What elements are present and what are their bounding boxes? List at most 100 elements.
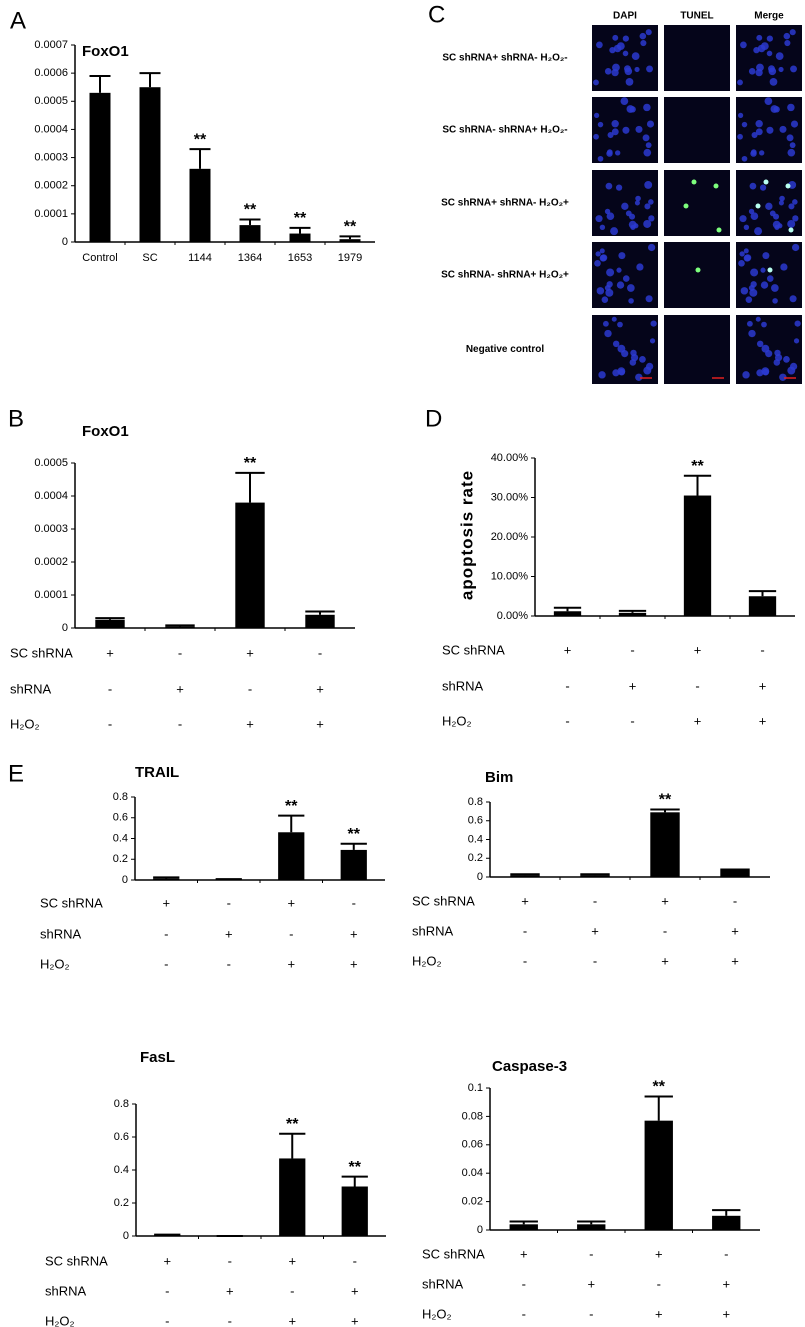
x-tick-label: Control (82, 252, 117, 264)
tunel-signal (691, 179, 697, 185)
nucleus (634, 200, 640, 206)
significance-mark: ** (348, 826, 361, 843)
condition-sign: + (731, 953, 739, 968)
y-tick-label: 0 (477, 871, 483, 883)
condition-sign: + (629, 678, 637, 693)
significance-mark: ** (244, 455, 257, 472)
significance-mark: ** (285, 798, 298, 815)
nucleus (616, 281, 625, 289)
nucleus (612, 63, 620, 72)
condition-sign: - (657, 1276, 661, 1291)
nucleus (768, 67, 777, 76)
condition-sign: + (163, 1253, 171, 1268)
nucleus (749, 182, 757, 190)
nucleus (764, 97, 773, 106)
bar (189, 168, 211, 242)
condition-sign: + (288, 1253, 296, 1268)
condition-sign: + (287, 956, 295, 971)
condition-sign: - (630, 642, 634, 657)
significance-mark: ** (349, 1159, 362, 1176)
condition-name: H₂O₂ (45, 1313, 75, 1327)
nucleus (645, 295, 653, 303)
bar (279, 1158, 306, 1236)
panel-letter: A (10, 7, 26, 34)
condition-sign: + (316, 681, 324, 696)
bar (553, 611, 582, 616)
row-label: Negative control (466, 344, 545, 355)
y-tick-label: 0.0003 (34, 523, 68, 535)
condition-sign: - (228, 1313, 232, 1327)
nucleus (766, 275, 774, 282)
nucleus (607, 132, 614, 139)
bar (153, 878, 180, 880)
condition-sign: - (724, 1246, 728, 1261)
x-tick-label: 1144 (188, 252, 212, 264)
y-tick-label: 0 (477, 1224, 483, 1236)
condition-name: H₂O₂ (442, 713, 472, 728)
y-tick-label: 0.0001 (34, 208, 68, 220)
nucleus (750, 212, 759, 221)
condition-sign: + (287, 895, 295, 910)
nucleus (792, 215, 799, 222)
nucleus (621, 202, 629, 210)
condition-sign: - (593, 953, 597, 968)
y-tick-label: 0.0001 (34, 589, 68, 601)
y-tick-label: 0.6 (114, 1131, 129, 1143)
y-tick-label: 0.8 (468, 796, 483, 808)
nucleus (599, 224, 606, 230)
nucleus (605, 288, 614, 297)
y-tick-label: 0.02 (462, 1196, 483, 1208)
nucleus (618, 368, 626, 376)
y-axis-label: apoptosis rate (457, 470, 476, 600)
nucleus (643, 148, 652, 157)
nucleus (615, 150, 621, 156)
condition-sign: + (350, 926, 358, 941)
nucleus (791, 243, 800, 252)
nucleus (783, 32, 791, 40)
nucleus (606, 149, 613, 156)
y-tick-label: 0.8 (114, 1098, 129, 1110)
nucleus (790, 65, 798, 73)
bar (341, 1186, 368, 1236)
nucleus (740, 41, 747, 49)
nucleus (748, 329, 756, 338)
y-tick-label: 0.6 (113, 812, 128, 824)
nucleus (640, 39, 647, 47)
nucleus (766, 126, 774, 134)
nucleus (751, 132, 758, 139)
condition-sign: + (694, 642, 702, 657)
chart-title: Bim (485, 769, 513, 786)
nucleus (739, 251, 745, 257)
nucleus (766, 35, 773, 42)
condition-sign: + (694, 713, 702, 728)
nucleus (622, 35, 629, 42)
tunel-signal (716, 227, 722, 233)
nucleus (606, 268, 615, 277)
condition-name: H₂O₂ (10, 716, 40, 731)
nucleus (761, 321, 767, 328)
condition-name: H₂O₂ (412, 953, 442, 968)
micrograph (664, 242, 730, 308)
y-tick-label: 0.0003 (34, 151, 68, 163)
y-tick-label: 0.00% (497, 610, 528, 622)
nucleus (595, 251, 601, 257)
significance-mark: ** (244, 202, 257, 219)
nucleus (787, 148, 796, 157)
y-tick-label: 0 (62, 622, 68, 634)
nucleus (789, 295, 797, 303)
nucleus (754, 227, 763, 236)
significance-mark: ** (286, 1116, 299, 1133)
y-tick-label: 0 (122, 874, 128, 886)
nucleus (611, 128, 619, 136)
nucleus (639, 32, 647, 40)
y-tick-label: 0.0002 (34, 180, 68, 192)
bar (235, 502, 265, 628)
nucleus (644, 180, 653, 189)
panel-letter: B (8, 405, 24, 432)
condition-sign: - (589, 1246, 593, 1261)
nucleus (622, 275, 630, 282)
condition-name: SC shRNA (10, 645, 73, 660)
condition-sign: + (106, 645, 114, 660)
nucleus (626, 105, 635, 113)
